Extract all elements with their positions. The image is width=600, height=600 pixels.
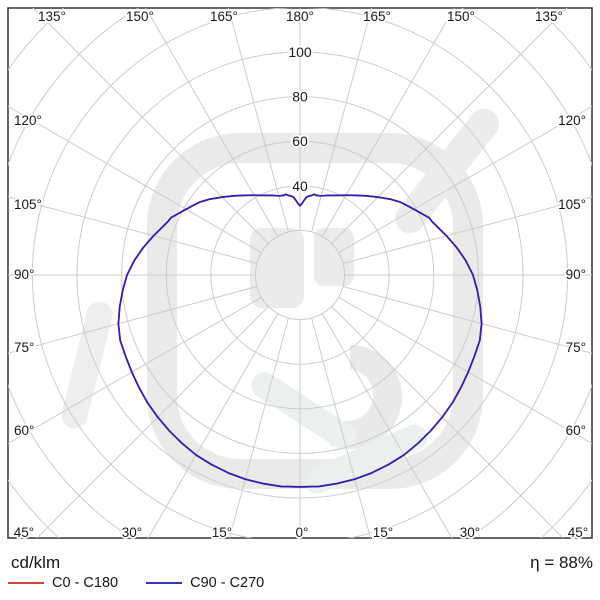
angle-label-left: 75° <box>14 340 34 355</box>
legend-item-c90-c270: C90 - C270 <box>146 575 264 591</box>
angle-label-right: 90° <box>566 267 586 282</box>
angle-label-right: 60° <box>566 423 586 438</box>
grid-spoke <box>338 105 592 254</box>
legend-label-c0-c180: C0 - C180 <box>52 575 119 591</box>
grid-spoke <box>36 306 269 538</box>
grid-spoke <box>321 8 455 237</box>
angle-label-bottom: 45° <box>14 525 34 540</box>
grid-spoke <box>8 286 258 354</box>
grid-spoke <box>8 296 262 445</box>
grid-spoke <box>147 313 279 538</box>
grid-spoke <box>321 313 453 538</box>
grid-spoke <box>8 196 258 264</box>
grid-spoke <box>338 296 592 445</box>
angle-label-bottom: 15° <box>212 525 232 540</box>
angle-label-top: 135° <box>38 9 66 24</box>
angle-label-bottom: 30° <box>460 525 480 540</box>
grid-spoke <box>342 286 592 354</box>
legend: C0 - C180 C90 - C270 <box>8 575 292 591</box>
radial-tick-label: 40 <box>292 178 308 194</box>
angle-label-left: 60° <box>14 423 34 438</box>
radial-tick-label: 80 <box>292 89 308 105</box>
angle-label-bottom: 30° <box>122 525 142 540</box>
c0-c180-line-swatch <box>8 582 44 584</box>
angle-label-right: 75° <box>566 340 586 355</box>
angle-label-top: 150° <box>126 9 154 24</box>
angle-label-left: 120° <box>14 113 42 128</box>
watermark-logo <box>61 108 499 494</box>
legend-item-c0-c180: C0 - C180 <box>8 575 118 591</box>
radial-tick-label: 100 <box>288 44 312 60</box>
angle-label-left: 105° <box>14 197 42 212</box>
grid-spoke <box>8 105 262 254</box>
grid-spoke <box>145 8 279 237</box>
angle-label-right: 120° <box>558 113 586 128</box>
grid-spoke <box>331 8 568 244</box>
efficiency-label: η = 88% <box>530 553 593 572</box>
angle-label-bottom: 15° <box>373 525 393 540</box>
angle-label-left: 90° <box>14 267 34 282</box>
angle-label-top: 180° <box>286 9 314 24</box>
grid-spoke <box>227 8 289 233</box>
grid-spoke <box>311 8 373 233</box>
angle-label-top: 165° <box>210 9 238 24</box>
angle-label-top: 165° <box>363 9 391 24</box>
angle-label-bottom: 45° <box>568 525 588 540</box>
grid-spoke <box>342 196 592 264</box>
grid-spoke <box>229 317 289 538</box>
angle-label-top: 150° <box>447 9 475 24</box>
legend-label-c90-c270: C90 - C270 <box>190 575 265 591</box>
grid-spoke <box>311 317 371 538</box>
angle-label-bottom: 0° <box>296 525 309 540</box>
grid-spoke <box>32 8 269 244</box>
radial-tick-label: 60 <box>292 133 308 149</box>
unit-label: cd/klm <box>11 553 61 572</box>
curve-c90-c270 <box>117 193 483 488</box>
angle-label-right: 105° <box>558 197 586 212</box>
angle-label-top: 135° <box>535 9 563 24</box>
grid-spoke <box>331 306 564 538</box>
c90-c270-line-swatch <box>146 582 183 584</box>
